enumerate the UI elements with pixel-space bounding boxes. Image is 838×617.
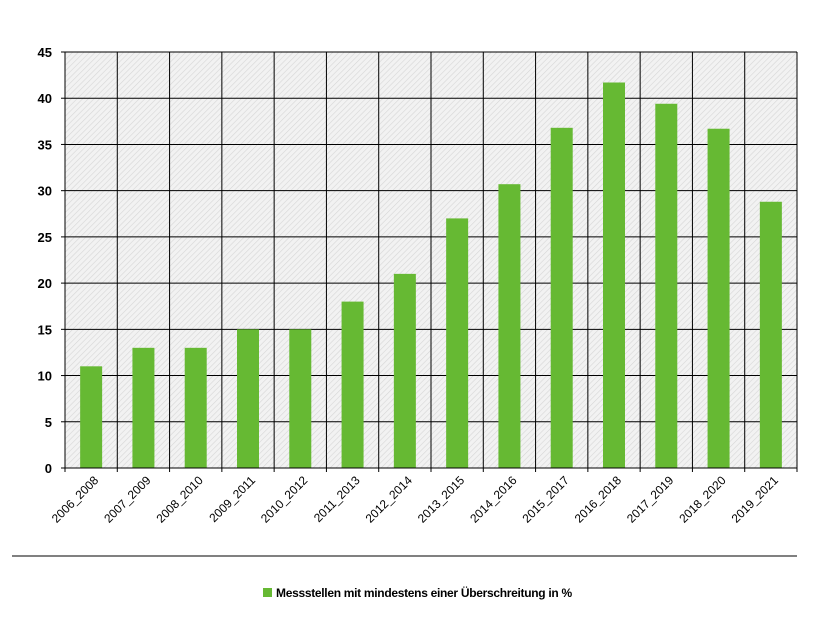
x-tick-label: 2008_2010 — [153, 473, 206, 526]
y-tick-label: 25 — [38, 230, 52, 245]
y-tick-label: 15 — [38, 322, 52, 337]
grid-lines — [65, 51, 798, 468]
x-tick-label: 2016_2018 — [572, 473, 625, 526]
bar-2011_2013 — [341, 301, 364, 468]
x-tick-label: 2010_2012 — [258, 473, 311, 526]
y-tick-label: 0 — [45, 461, 52, 476]
x-tick-label: 2011_2013 — [311, 473, 363, 525]
bar-2019_2021 — [759, 201, 782, 468]
y-tick-label: 35 — [38, 137, 52, 152]
x-tick-label: 2018_2020 — [676, 473, 729, 526]
bar-2006_2008 — [80, 366, 103, 468]
x-tick-label: 2013_2015 — [415, 473, 468, 526]
y-tick-label: 40 — [38, 91, 52, 106]
x-tick-label: 2015_2017 — [519, 473, 572, 526]
bar-2008_2010 — [184, 347, 207, 468]
x-tick-label: 2009_2011 — [206, 473, 258, 525]
y-tick-label: 10 — [38, 369, 52, 384]
bar-2007_2009 — [132, 347, 155, 468]
axes — [61, 51, 798, 472]
legend-label: Messstellen mit mindestens einer Übersch… — [276, 585, 572, 600]
y-tick-label: 20 — [38, 276, 52, 291]
y-tick-label: 30 — [38, 184, 52, 199]
x-tick-label: 2019_2021 — [729, 473, 782, 526]
bar-2013_2015 — [446, 218, 469, 468]
bars — [80, 82, 782, 469]
bar-2012_2014 — [393, 273, 416, 468]
bar-2018_2020 — [707, 128, 730, 468]
x-tick-label: 2007_2009 — [101, 473, 154, 526]
y-tick-label: 45 — [38, 45, 52, 60]
legend: Messstellen mit mindestens einer Übersch… — [263, 585, 573, 600]
x-tick-label: 2014_2016 — [467, 473, 520, 526]
y-axis-tick-labels: 0 5 10 15 20 25 30 35 40 45 — [38, 45, 52, 476]
bar-2015_2017 — [550, 127, 573, 468]
x-axis-tick-labels: 2006_2008 2007_2009 2008_2010 2009_2011 2010… — [49, 473, 781, 526]
x-tick-label: 2017_2019 — [624, 473, 677, 526]
bar-2017_2019 — [655, 103, 678, 468]
legend-swatch — [263, 588, 272, 597]
bar-2009_2011 — [237, 329, 259, 468]
bar-2014_2016 — [498, 184, 521, 468]
x-tick-label: 2012_2014 — [363, 473, 416, 526]
bar-2010_2012 — [289, 329, 312, 468]
x-tick-label: 2006_2008 — [49, 473, 102, 526]
y-tick-label: 5 — [45, 415, 52, 430]
bar-2016_2018 — [603, 82, 625, 469]
